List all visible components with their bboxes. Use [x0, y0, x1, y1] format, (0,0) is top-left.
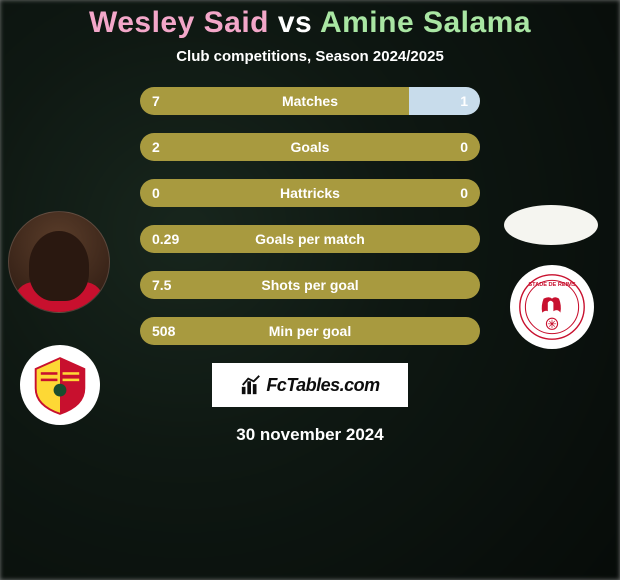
player1-head	[29, 231, 89, 301]
player2-photo	[504, 205, 598, 245]
stat-value-left: 0	[152, 185, 160, 201]
stat-row: 0 0 Hattricks	[140, 179, 480, 207]
brand-badge: FcTables.com	[212, 363, 408, 407]
stat-value-left: 0.29	[152, 231, 179, 247]
brand-bars-icon	[240, 374, 262, 396]
stat-row: 508 Min per goal	[140, 317, 480, 345]
lens-crest-icon	[28, 353, 92, 417]
vs-label: vs	[278, 6, 312, 39]
player1-name: Wesley Said	[89, 6, 269, 39]
stat-rows: 7 1 Matches 2 0 Goals 0 0 Hattricks 0.29 Goals per…	[140, 87, 480, 345]
player1-photo	[8, 211, 110, 313]
stat-value-right: 0	[460, 139, 468, 155]
club1-crest	[20, 345, 100, 425]
stat-value-left: 508	[152, 323, 175, 339]
stat-bar-left	[140, 87, 409, 115]
player2-name: Amine Salama	[320, 6, 531, 39]
stat-value-right: 1	[460, 93, 468, 109]
stat-label: Goals per match	[255, 231, 365, 247]
stat-value-left: 7	[152, 93, 160, 109]
stat-label: Shots per goal	[261, 277, 358, 293]
stat-label: Hattricks	[280, 185, 340, 201]
stats-container: STADE DE REIMS 7 1 Matches 2 0 Goals 0 0 Hattric…	[0, 87, 620, 345]
svg-text:STADE DE REIMS: STADE DE REIMS	[528, 282, 575, 288]
date-label: 30 november 2024	[0, 425, 620, 445]
brand-text: FcTables.com	[266, 375, 379, 396]
stat-label: Matches	[282, 93, 338, 109]
stat-row: 2 0 Goals	[140, 133, 480, 161]
stat-bar-right	[409, 87, 480, 115]
stat-value-left: 2	[152, 139, 160, 155]
stat-value-right: 0	[460, 185, 468, 201]
stat-row: 7 1 Matches	[140, 87, 480, 115]
stat-label: Goals	[291, 139, 330, 155]
club2-crest: STADE DE REIMS	[510, 265, 594, 349]
reims-crest-icon: STADE DE REIMS	[517, 272, 587, 342]
content-area: Wesley Said vs Amine Salama Club competi…	[0, 0, 620, 580]
subtitle: Club competitions, Season 2024/2025	[0, 48, 620, 65]
stat-row: 7.5 Shots per goal	[140, 271, 480, 299]
comparison-title: Wesley Said vs Amine Salama	[0, 6, 620, 40]
stat-label: Min per goal	[269, 323, 351, 339]
stat-value-left: 7.5	[152, 277, 171, 293]
stat-row: 0.29 Goals per match	[140, 225, 480, 253]
